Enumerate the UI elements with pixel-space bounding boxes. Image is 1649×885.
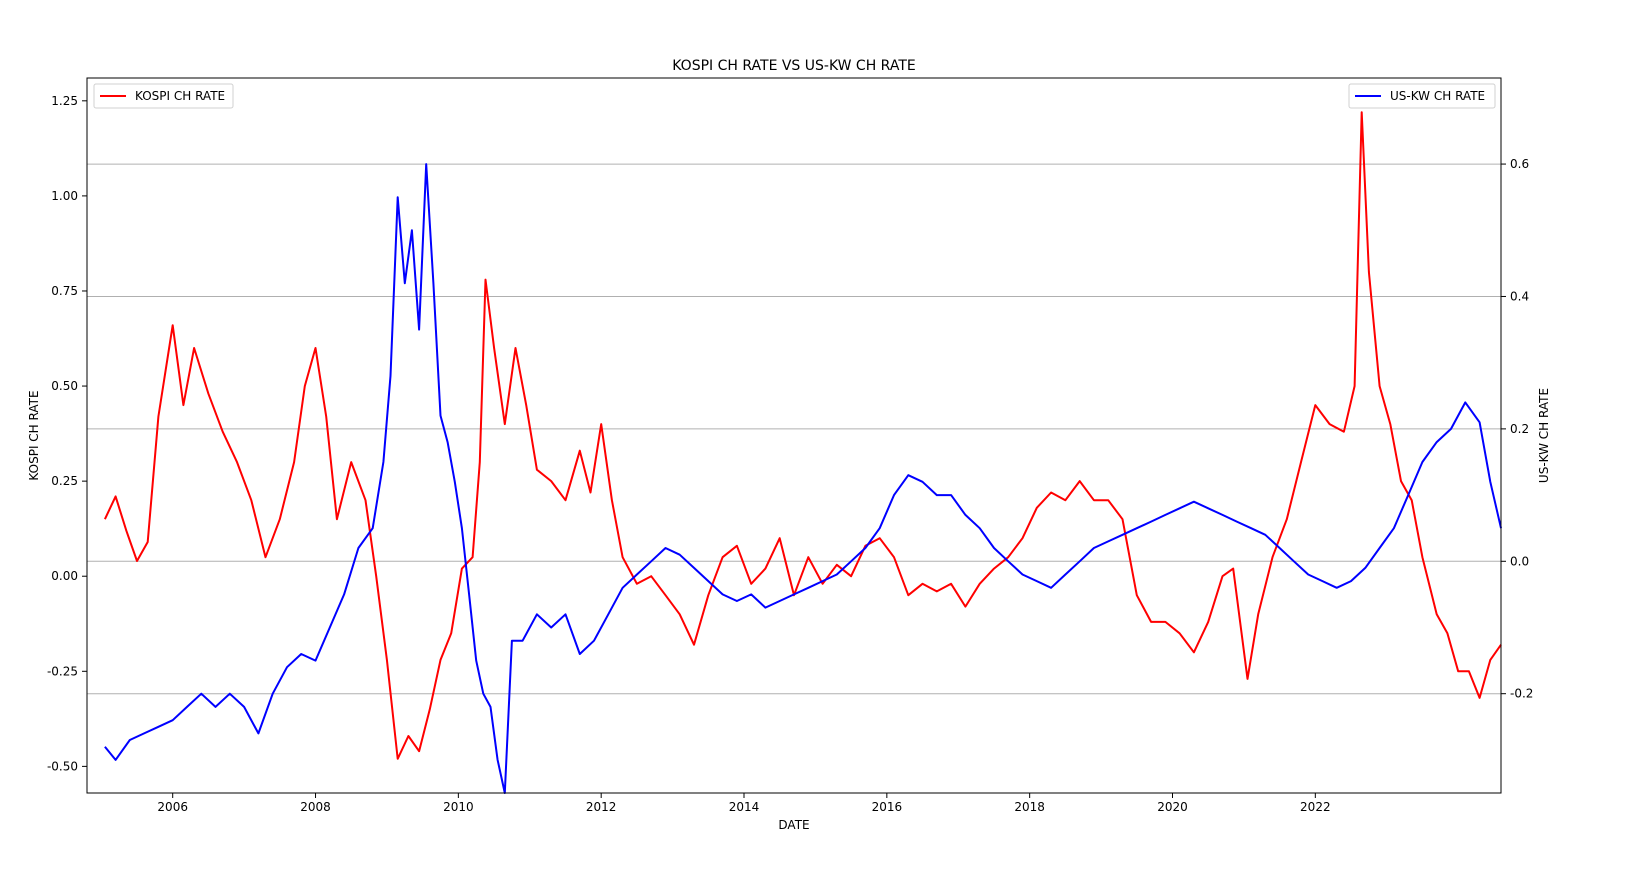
series-layer [103,111,1502,794]
series-line-kospi [103,111,1502,760]
grid-layer [87,163,1501,695]
y-left-tick-label: 0.50 [51,379,78,393]
y-right-tick-label: 0.4 [1510,289,1529,303]
y-left-tick-label: 0.00 [51,569,78,583]
chart-title: KOSPI CH RATE VS US-KW CH RATE [672,58,915,74]
y-left-tick-label: -0.25 [47,664,78,678]
legend-uskw-label: US-KW CH RATE [1390,89,1485,103]
y-right-tick-label: 0.2 [1510,422,1529,436]
x-tick-label: 2012 [586,800,617,814]
legend-kospi: KOSPI CH RATE [93,83,234,109]
y-left-tick-label: 0.75 [51,284,78,298]
legend-uskw: US-KW CH RATE [1348,83,1496,109]
y-right-axis-label: US-KW CH RATE [1537,388,1551,483]
x-tick-label: 2006 [157,800,188,814]
legend-kospi-label: KOSPI CH RATE [135,89,225,103]
legend-uskw-box [1348,83,1496,109]
x-tick-label: 2022 [1300,800,1331,814]
y-right-axis: -0.2 0.0 0.2 0.4 0.6 [1501,157,1533,701]
x-tick-label: 2020 [1157,800,1188,814]
y-left-tick-label: -0.50 [47,759,78,773]
x-axis-label: DATE [778,818,809,832]
x-tick-label: 2018 [1014,800,1045,814]
x-tick-label: 2014 [729,800,760,814]
y-left-axis-label: KOSPI CH RATE [27,390,41,480]
plot-frame [86,77,1502,794]
y-left-tick-label: 1.25 [51,94,78,108]
x-axis: 2006 2008 2010 2012 2014 2016 2018 2020 2022 [157,793,1331,814]
y-right-tick-label: 0.0 [1510,554,1529,568]
y-left-tick-label: 0.25 [51,474,78,488]
legend-kospi-box [93,83,234,109]
y-right-tick-label: -0.2 [1510,687,1533,701]
y-right-tick-label: 0.6 [1510,157,1529,171]
series-line-uskw [104,163,1502,794]
x-tick-label: 2008 [300,800,331,814]
x-tick-label: 2010 [443,800,474,814]
y-left-tick-label: 1.00 [51,189,78,203]
y-left-axis: -0.50 -0.25 0.00 0.25 0.50 0.75 1.00 1.25 [47,94,87,773]
x-tick-label: 2016 [872,800,903,814]
